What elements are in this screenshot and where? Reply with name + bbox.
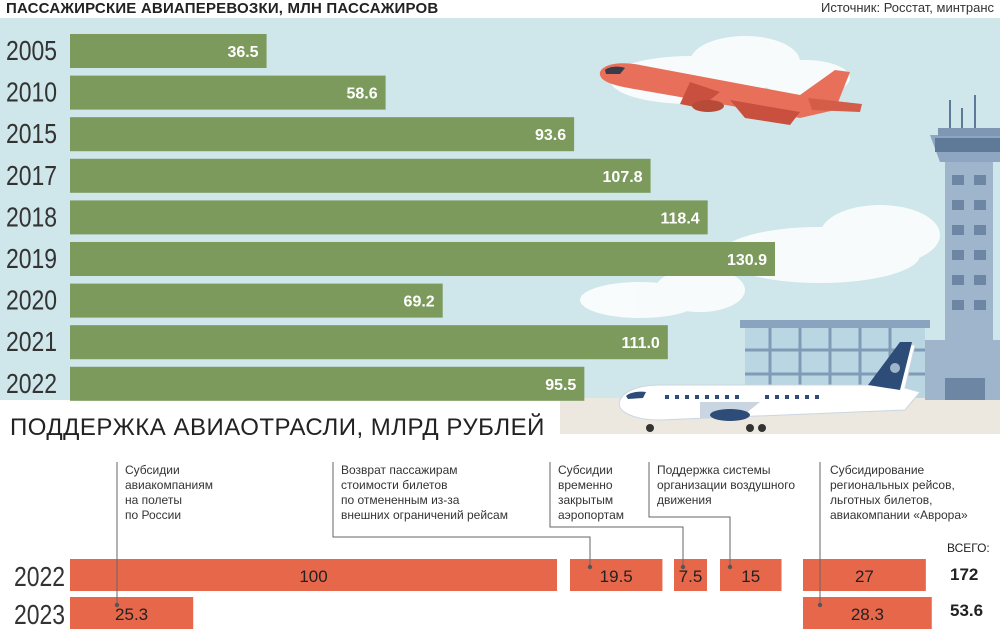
passenger-bar [70,242,775,276]
parked-airplane-illustration [618,342,921,432]
support-value-label: 28.3 [851,605,884,624]
label-line: Субсидии [125,463,180,477]
year-label: 2018 [6,202,57,233]
passenger-bar [70,75,386,110]
passenger-value-label: 93.6 [535,127,566,144]
label-line: Возврат пассажирам [341,463,458,477]
label-line: на полеты [125,493,182,507]
passenger-value-label: 118.4 [661,210,700,227]
label-line: стоимости билетов [341,478,448,492]
label-line: авиакомпании «Аврора» [830,508,968,522]
support-category-label: Субсидии авиакомпаниям на полеты по России [125,463,213,523]
label-line: Поддержка системы [657,463,771,477]
leader-dot [587,564,593,570]
passenger-bar [70,34,267,68]
label-line: организации воздушного [657,478,795,492]
label-line: Субсидии [558,463,613,477]
label-line: авиакомпаниям [125,478,213,492]
passenger-value-label: 111.0 [622,335,660,352]
leader-line [648,462,731,567]
support-bar [803,597,932,629]
year-label: 2019 [6,244,57,275]
passenger-value-label: 58.6 [346,86,377,103]
leader-dot [817,602,823,608]
control-tower [930,95,1000,345]
passenger-bar [70,283,443,318]
support-value-label: 15 [741,567,760,586]
leader-line [332,462,591,567]
total-header: ВСЕГО: [947,541,990,555]
total-value-2023: 53.6 [950,601,984,620]
passenger-bar [70,325,668,360]
support-value-label: 100 [299,567,327,586]
support-category-label: Субсидирование региональных рейсов, льготн… [830,463,968,523]
support-bar [674,559,707,591]
support-category-label: Субсидии временно закрытым аэропортам [558,463,624,523]
leader-dot [680,564,686,570]
passenger-bar [70,117,575,152]
label-line: Субсидирование [830,463,925,477]
year-label: 2010 [6,78,57,109]
support-value-label: 25.3 [115,605,148,624]
support-bar [803,559,926,591]
year-label: 2020 [6,286,57,317]
support-category-label: Поддержка системы организации воздушного д… [657,463,795,508]
leader-dot [727,564,733,570]
passenger-bar [70,158,651,193]
support-value-label: 19.5 [600,567,633,586]
label-line: закрытым [558,493,614,507]
label-line: льготных билетов, [830,493,933,507]
year-label: 2022 [6,369,57,400]
label-line: по России [125,508,182,522]
passenger-value-label: 107.8 [603,169,643,186]
passenger-value-label: 95.5 [545,377,576,394]
chart-title: ПАССАЖИРСКИЕ АВИАПЕРЕВОЗКИ, МЛН ПАССАЖИР… [6,0,439,17]
year-label: 2005 [6,36,57,67]
leader-line [549,462,684,567]
passenger-bar [70,200,708,235]
source-note: Источник: Росстат, минтранс [820,0,994,15]
support-year-label: 2022 [14,562,65,593]
year-label: 2017 [6,161,57,192]
support-bar-chart: 2022 2023 100 19.5 7.5 15 27 25.3 28.3 [14,462,932,631]
support-bar [70,597,194,629]
leader-dot [114,602,120,608]
support-bar [570,559,663,591]
passenger-value-label: 36.5 [227,44,258,61]
year-label: 2021 [6,327,57,358]
year-label: 2015 [6,119,57,150]
total-value-2022: 172 [950,565,979,584]
label-line: аэропортам [558,508,625,522]
passenger-bar [70,366,585,401]
passenger-bar-chart: 2005 36.5 2010 58.6 2015 93.6 2017 107.8 2018 118… [6,34,775,401]
passenger-value-label: 69.2 [404,294,435,311]
support-category-label: Возврат пассажирам стоимости билетов по от… [341,463,508,523]
support-chart-title: ПОДДЕРЖКА АВИАОТРАСЛИ, МЛРД РУБЛЕЙ [10,414,545,441]
label-line: временно [558,478,613,492]
support-bar [70,559,557,591]
flying-airplane-illustration [599,63,862,125]
label-line: внешних ограничений рейсам [341,508,508,522]
support-value-label: 27 [855,567,874,586]
support-value-label: 7.5 [679,567,703,586]
label-line: по отмененным из-за [341,493,460,507]
label-line: движения [657,493,712,507]
passenger-value-label: 130.9 [727,252,767,269]
airport-terminal [740,320,1000,400]
label-line: региональных рейсов, [830,478,955,492]
support-year-label: 2023 [14,600,65,631]
